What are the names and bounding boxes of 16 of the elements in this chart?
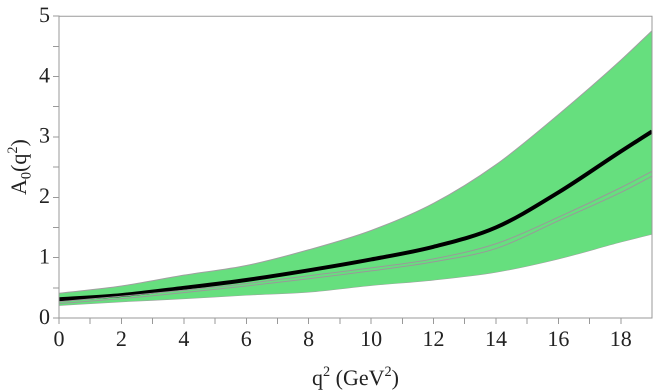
y-tick-label: 1 xyxy=(39,243,50,268)
x-tick-label: 12 xyxy=(422,326,445,351)
y-tick-label: 3 xyxy=(39,122,50,148)
x-tick-label: 14 xyxy=(484,326,507,351)
x-tick-label: 10 xyxy=(360,326,382,351)
y-tick-label: 5 xyxy=(39,2,50,27)
y-axis-title: A0(q2) xyxy=(5,139,34,196)
y-tick-label: 0 xyxy=(39,304,50,329)
x-tick-label: 6 xyxy=(240,326,252,351)
x-tick-label: 16 xyxy=(547,326,570,351)
y-tick-label: 2 xyxy=(39,183,50,208)
y-tick-label: 4 xyxy=(39,62,50,88)
x-tick-label: 18 xyxy=(610,326,632,351)
x-tick-label: 4 xyxy=(178,326,190,351)
x-tick-label: 8 xyxy=(303,326,314,351)
x-tick-label: 2 xyxy=(116,326,127,351)
